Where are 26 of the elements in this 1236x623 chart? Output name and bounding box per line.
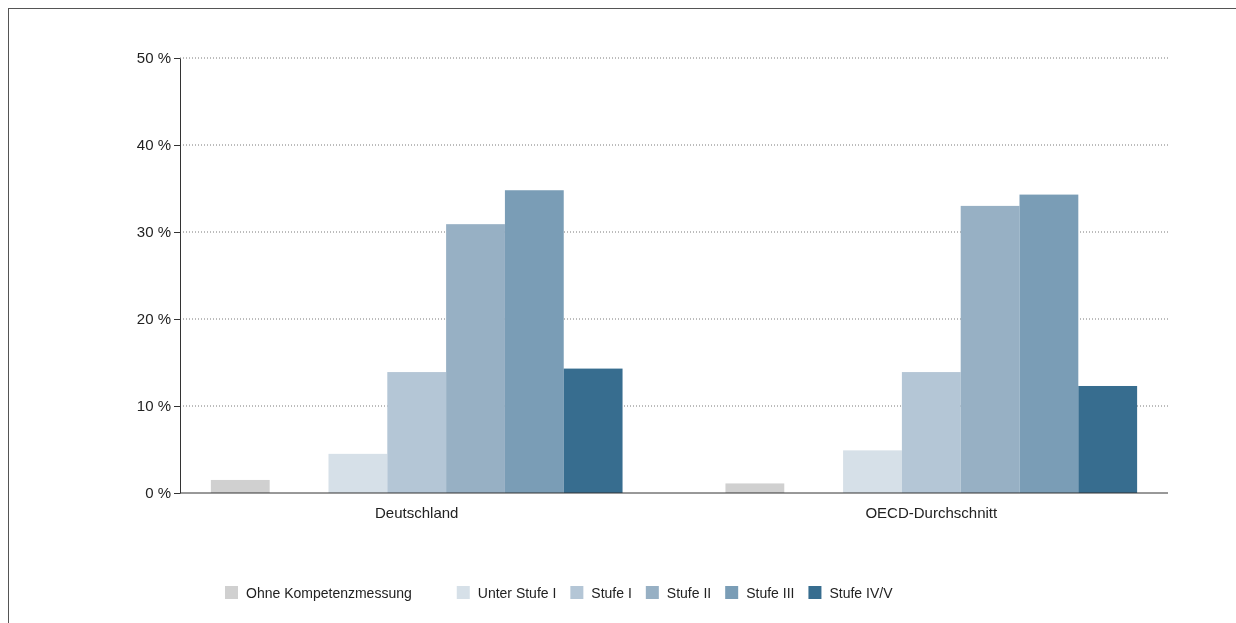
bar [1019,194,1079,493]
y-tick-label: 0 % [145,484,171,502]
y-tick-label: 50 % [136,49,171,67]
legend-label: Unter Stufe I [477,585,557,601]
x-tick-label: Deutschland [375,503,459,521]
legend-label: Stufe IV/V [829,585,894,601]
bar [210,479,270,493]
bar [901,372,961,493]
legend-label: Ohne Kompetenzmessung [246,585,412,601]
bar [387,372,447,493]
bar [446,224,505,493]
y-tick-label: 40 % [136,136,171,154]
legend-label: Stufe I [591,585,632,601]
bar [1078,385,1138,493]
bar [504,190,564,493]
x-tick-label: OECD-Durchschnitt [865,503,998,521]
bar [960,205,1020,493]
legend-label: Stufe II [666,585,712,601]
legend-label: Stufe III [746,585,795,601]
y-tick-label: 30 % [136,223,171,241]
y-tick-label: 20 % [136,310,171,328]
y-tick-label: 10 % [136,397,171,415]
bar [563,368,623,493]
bar [725,483,785,493]
bar [328,453,388,493]
bar [843,450,902,493]
